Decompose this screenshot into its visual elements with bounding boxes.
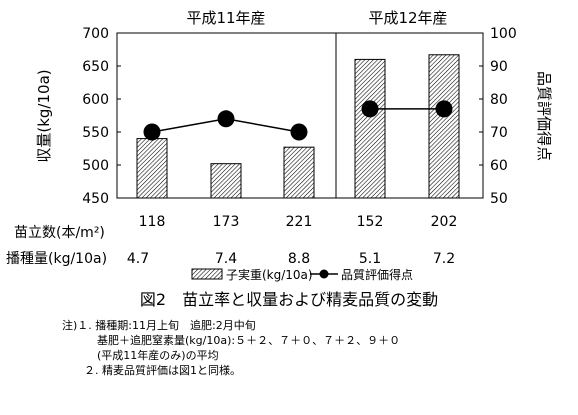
- group-label-2: 平成12年産: [368, 9, 447, 27]
- legend-bar-swatch: [191, 268, 223, 280]
- left-tick-label: 500: [82, 158, 109, 174]
- row-1-value: 118: [139, 214, 166, 230]
- bar-yield-118: [136, 138, 168, 199]
- left-axis-title: 収量(kg/10a): [35, 69, 53, 162]
- left-tick-label: 450: [82, 191, 109, 207]
- row-label-1: 苗立数(本/m²): [14, 225, 105, 241]
- quality-point-118: [143, 123, 161, 141]
- figure-caption: 図2 苗立率と収量および精麦品質の変動: [139, 290, 439, 309]
- row-1-value: 221: [286, 214, 313, 230]
- group-label-1: 平成11年産: [186, 9, 265, 27]
- left-tick-label: 650: [82, 59, 109, 75]
- row-2-value: 7.4: [215, 251, 237, 267]
- right-tick-label: 100: [490, 26, 517, 42]
- right-tick-label: 70: [490, 125, 508, 141]
- row-2-value: 5.1: [359, 251, 381, 267]
- bar-yield-202: [428, 54, 460, 199]
- chart: 450 500 550 600 650 700 50 60 70 80 90 100 収量(kg/10a…: [6, 9, 553, 282]
- quality-point-221: [290, 123, 308, 141]
- bar-yield-173: [210, 163, 242, 199]
- quality-point-202: [435, 100, 453, 118]
- row-label-2: 播種量(kg/10a): [6, 251, 107, 267]
- bar-yield-221: [283, 146, 315, 199]
- legend-line-label: 品質評価得点: [341, 267, 413, 282]
- quality-point-173: [217, 110, 235, 128]
- note-line-3: (平成11年産のみ)の平均: [97, 349, 219, 362]
- left-tick-label: 550: [82, 125, 109, 141]
- left-tick-label: 600: [82, 92, 109, 108]
- note-line-4: ２. 精麦品質評価は図1と同様。: [84, 364, 241, 377]
- right-tick-label: 50: [490, 191, 508, 207]
- right-tick-label: 80: [490, 92, 508, 108]
- row-2-value: 4.7: [127, 251, 149, 267]
- legend-bar-label: 子実重(kg/10a): [226, 267, 313, 282]
- bar-yield-152: [354, 58, 386, 199]
- right-tick-label: 60: [490, 158, 508, 174]
- quality-point-152: [361, 100, 379, 118]
- note-line-2: 基肥＋追肥窒素量(kg/10a):５＋２、７＋０、７＋２、９＋０: [97, 334, 401, 347]
- note-line-1: 注)１. 播種期:11月上旬 追肥:2月中旬: [62, 319, 256, 332]
- row-1-value: 173: [213, 214, 240, 230]
- right-axis-title: 品質評価得点: [535, 71, 553, 161]
- legend-line-marker: [319, 269, 329, 279]
- row-1-value: 152: [357, 214, 384, 230]
- row-1-value: 202: [431, 214, 458, 230]
- left-tick-label: 700: [82, 26, 109, 42]
- right-tick-label: 90: [490, 59, 508, 75]
- row-2-value: 8.8: [288, 251, 310, 267]
- row-2-value: 7.2: [433, 251, 455, 267]
